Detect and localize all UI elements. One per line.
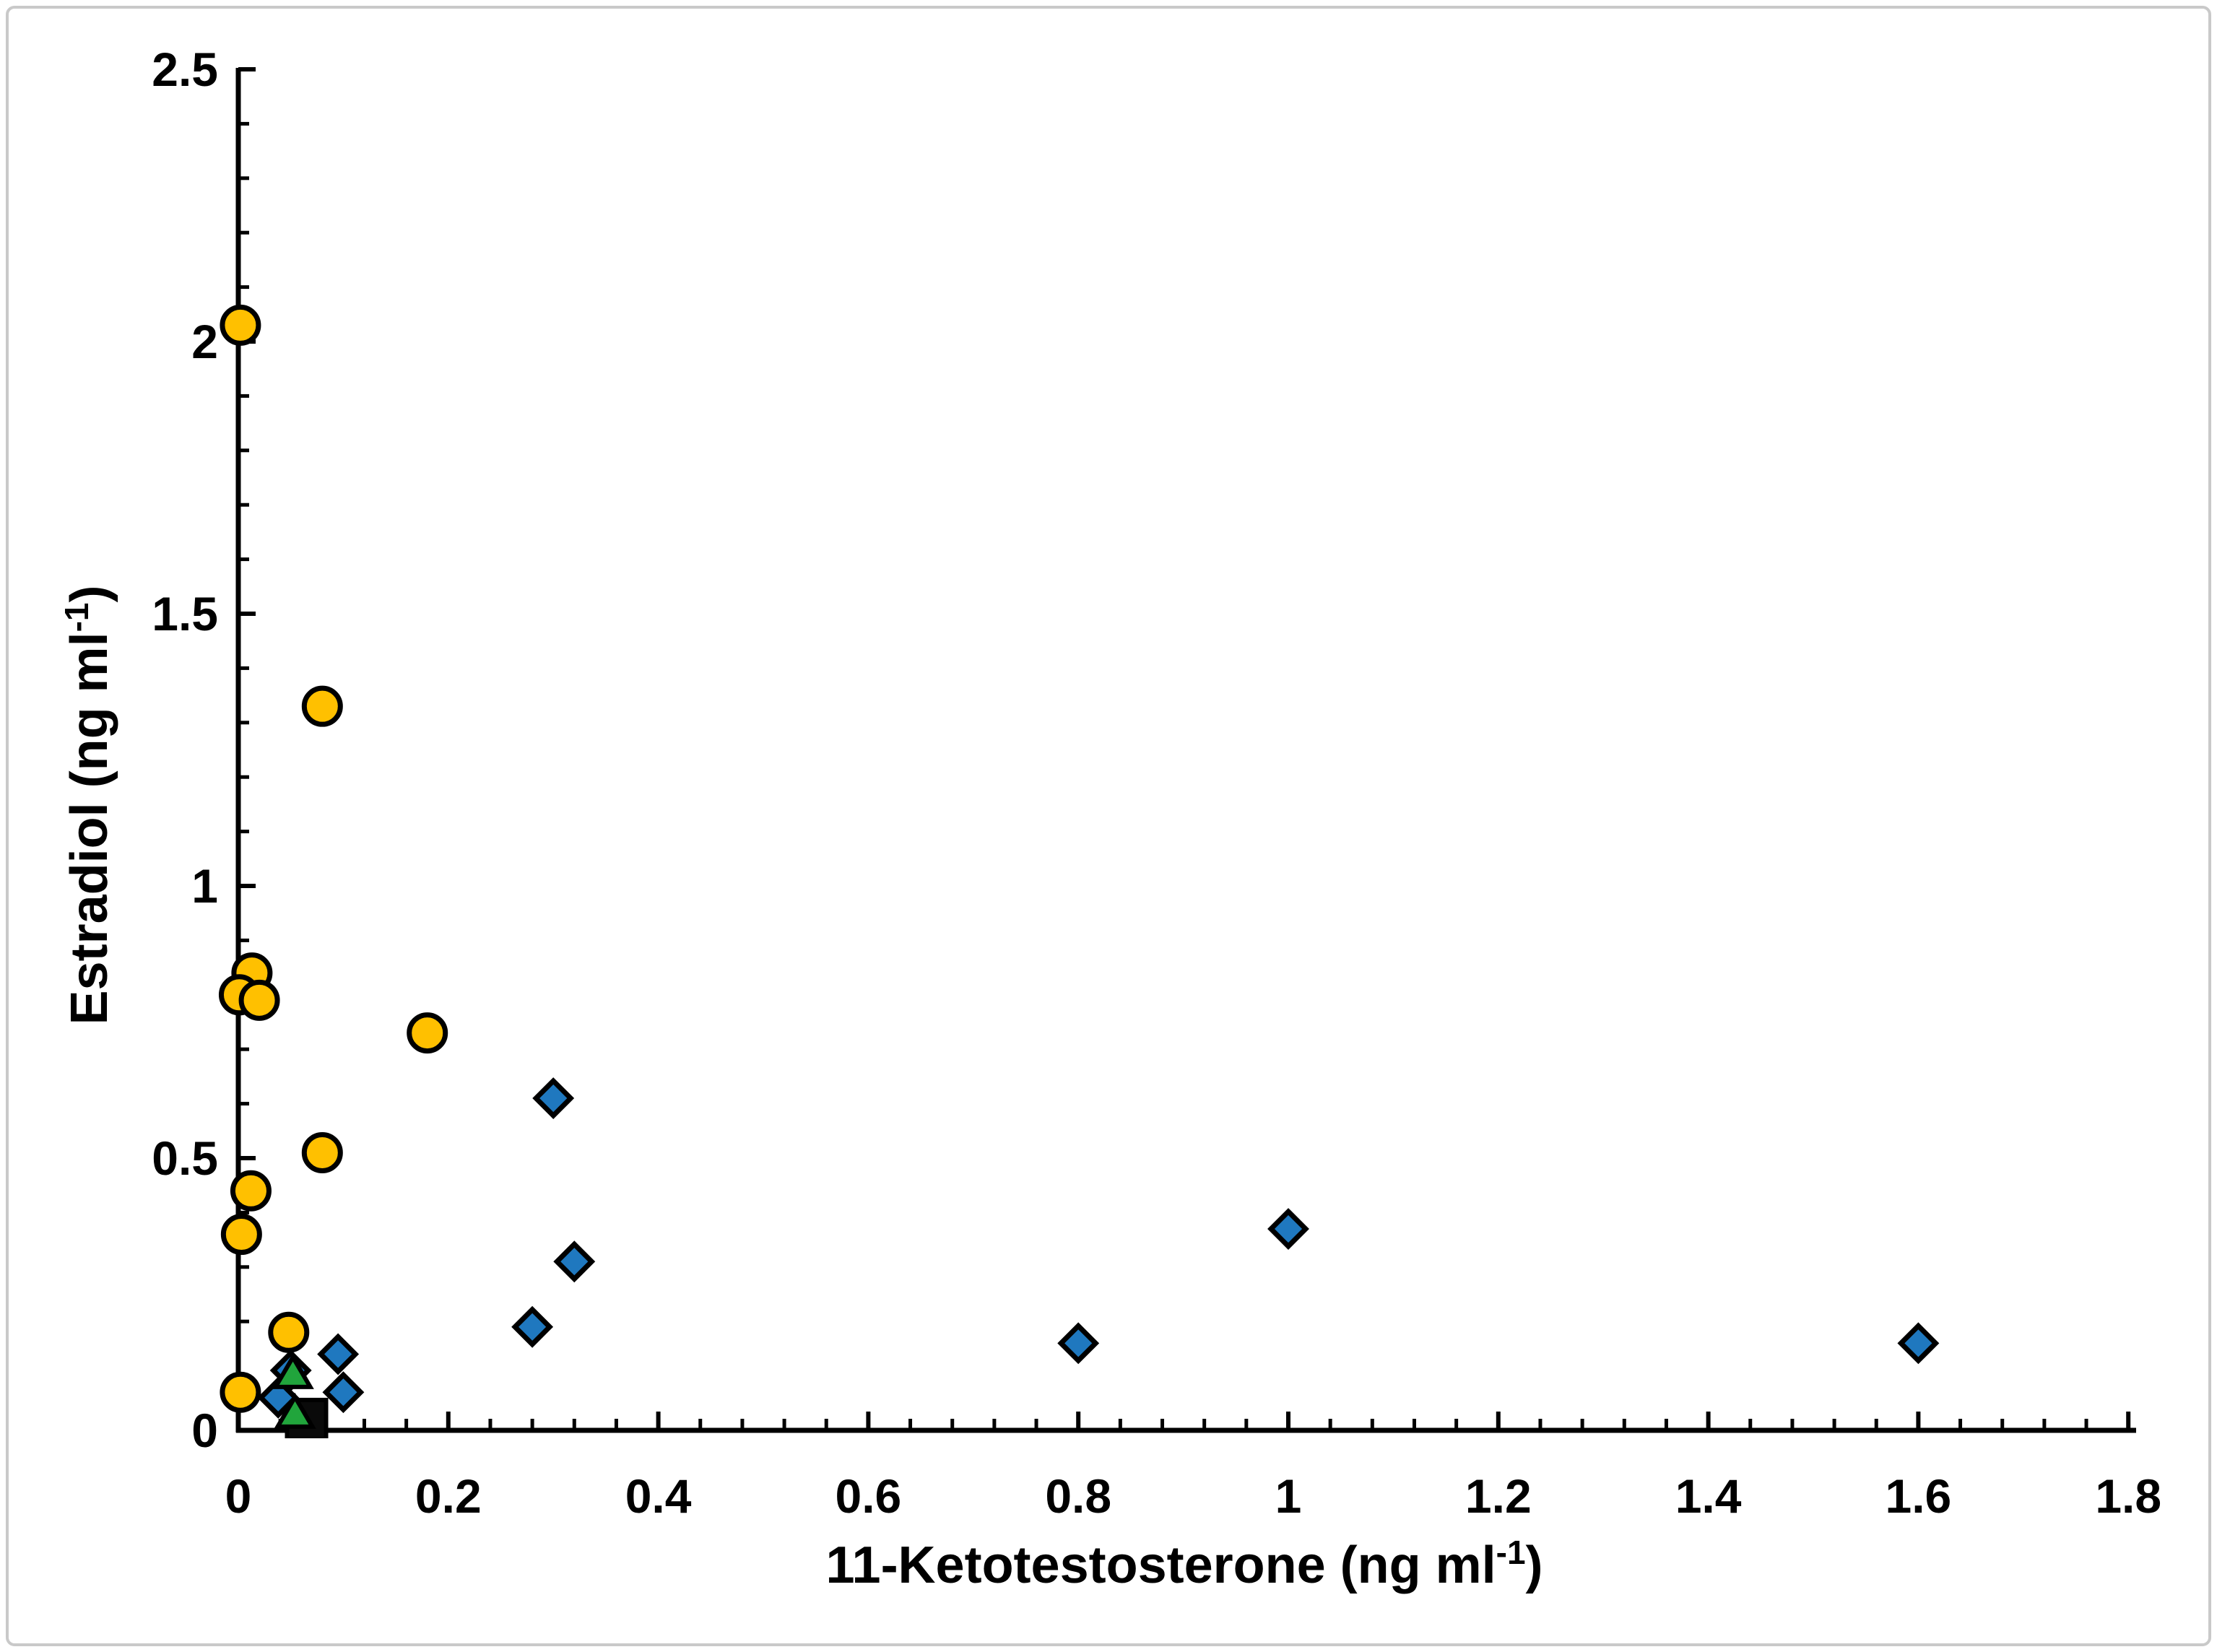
x-axis-title-suffix: )	[1526, 1536, 1543, 1594]
x-tick-label: 1	[1275, 1469, 1302, 1523]
x-axis-title-superscript: -1	[1496, 1534, 1526, 1571]
x-tick-label: 0.4	[625, 1469, 692, 1523]
y-tick-label: 1	[191, 859, 218, 913]
marker-circle	[230, 1170, 272, 1212]
marker-diamond	[317, 1333, 360, 1375]
x-tick-label: 0.6	[836, 1469, 902, 1523]
x-tick-label: 1.4	[1675, 1469, 1742, 1523]
figure-border	[6, 6, 2211, 1646]
x-tick-label: 1.6	[1886, 1469, 1952, 1523]
y-axis-title-prefix: Estradiol (ng ml	[61, 632, 118, 1025]
y-axis-title: Estradiol (ng ml-1)	[58, 586, 118, 1025]
marker-circle	[301, 1131, 343, 1173]
x-tick-label: 0.2	[415, 1469, 482, 1523]
y-tick-label: 1.5	[152, 587, 218, 640]
y-tick-label: 2	[191, 315, 218, 368]
marker-triangle	[272, 1352, 314, 1389]
marker-triangle	[274, 1392, 316, 1429]
series-green-triangles	[272, 1352, 316, 1429]
data-layer	[218, 304, 1940, 1438]
marker-circle	[268, 1311, 310, 1353]
x-tick-label: 1.2	[1465, 1469, 1532, 1523]
marker-diamond	[1897, 1322, 1940, 1365]
marker-circle	[220, 1371, 261, 1413]
x-tick-label: 0	[225, 1469, 252, 1523]
marker-diamond	[532, 1077, 575, 1120]
y-tick-label: 0	[191, 1404, 218, 1457]
x-tick-label: 1.8	[2095, 1469, 2161, 1523]
y-tick-label: 0.5	[152, 1131, 218, 1185]
marker-circle	[301, 685, 343, 727]
x-tick-label: 0.8	[1045, 1469, 1111, 1523]
marker-circle	[220, 304, 261, 346]
y-tick-label: 2.5	[152, 43, 218, 96]
marker-circle	[238, 979, 280, 1021]
marker-circle	[407, 1012, 448, 1054]
y-axis-title-suffix: )	[61, 586, 118, 603]
series-yellow-circles	[218, 304, 448, 1413]
marker-diamond	[553, 1240, 596, 1283]
x-axis-title: 11-Ketotestosterone (ng ml-1)	[825, 1534, 1543, 1594]
y-axis-title-superscript: -1	[58, 603, 95, 632]
marker-diamond	[1057, 1322, 1100, 1365]
marker-diamond	[322, 1371, 365, 1414]
marker-diamond	[1267, 1208, 1309, 1250]
marker-circle	[220, 1214, 262, 1256]
marker-diamond	[511, 1305, 554, 1348]
x-axis-title-prefix: 11-Ketotestosterone (ng ml	[825, 1536, 1496, 1594]
